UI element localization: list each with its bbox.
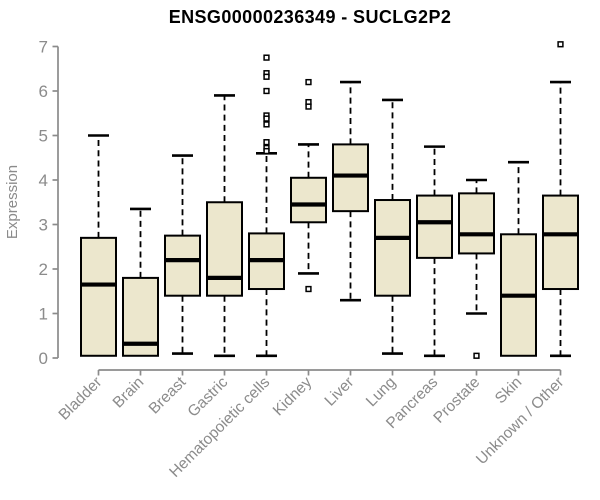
iqr-box: [164, 234, 201, 297]
y-tick-label: 6: [39, 82, 48, 101]
iqr-box: [458, 192, 495, 255]
outlier-point: [263, 73, 270, 80]
y-tick-label: 5: [39, 127, 48, 146]
x-tick-label: Prostate: [430, 374, 483, 427]
outlier-point: [305, 103, 312, 110]
outlier-point: [305, 78, 312, 86]
iqr-box: [80, 236, 117, 357]
outlier-point: [263, 147, 270, 155]
x-tick-label: Bladder: [56, 374, 106, 424]
y-tick-label: 1: [39, 305, 48, 324]
x-tick-label: Kidney: [270, 374, 316, 420]
outlier-point: [557, 41, 564, 48]
chart-title: ENSG00000236349 - SUCLG2P2: [169, 7, 452, 27]
iqr-box: [542, 194, 579, 291]
outlier-point: [263, 115, 270, 122]
y-tick-label: 2: [39, 260, 48, 279]
outlier-point: [263, 139, 270, 146]
y-tick-label: 0: [39, 349, 48, 368]
y-tick-label: 3: [39, 216, 48, 235]
x-tick-label: Brain: [110, 374, 148, 412]
x-tick-label: Lung: [363, 374, 399, 410]
iqr-box: [416, 194, 453, 259]
iqr-box: [290, 176, 327, 224]
outlier-point: [263, 87, 270, 95]
y-tick-label: 4: [39, 171, 48, 190]
y-axis-title: Expression: [4, 165, 21, 239]
outlier-point: [263, 54, 270, 61]
outlier-point: [263, 121, 270, 128]
iqr-box: [374, 199, 411, 297]
iqr-box: [332, 143, 369, 213]
y-tick-label: 7: [39, 38, 48, 57]
outlier-point: [305, 285, 312, 293]
outlier-point: [473, 352, 480, 359]
x-tick-label: Breast: [146, 373, 190, 417]
x-tick-label: Skin: [492, 374, 525, 407]
iqr-box: [206, 201, 243, 297]
x-tick-label: Liver: [322, 374, 358, 410]
